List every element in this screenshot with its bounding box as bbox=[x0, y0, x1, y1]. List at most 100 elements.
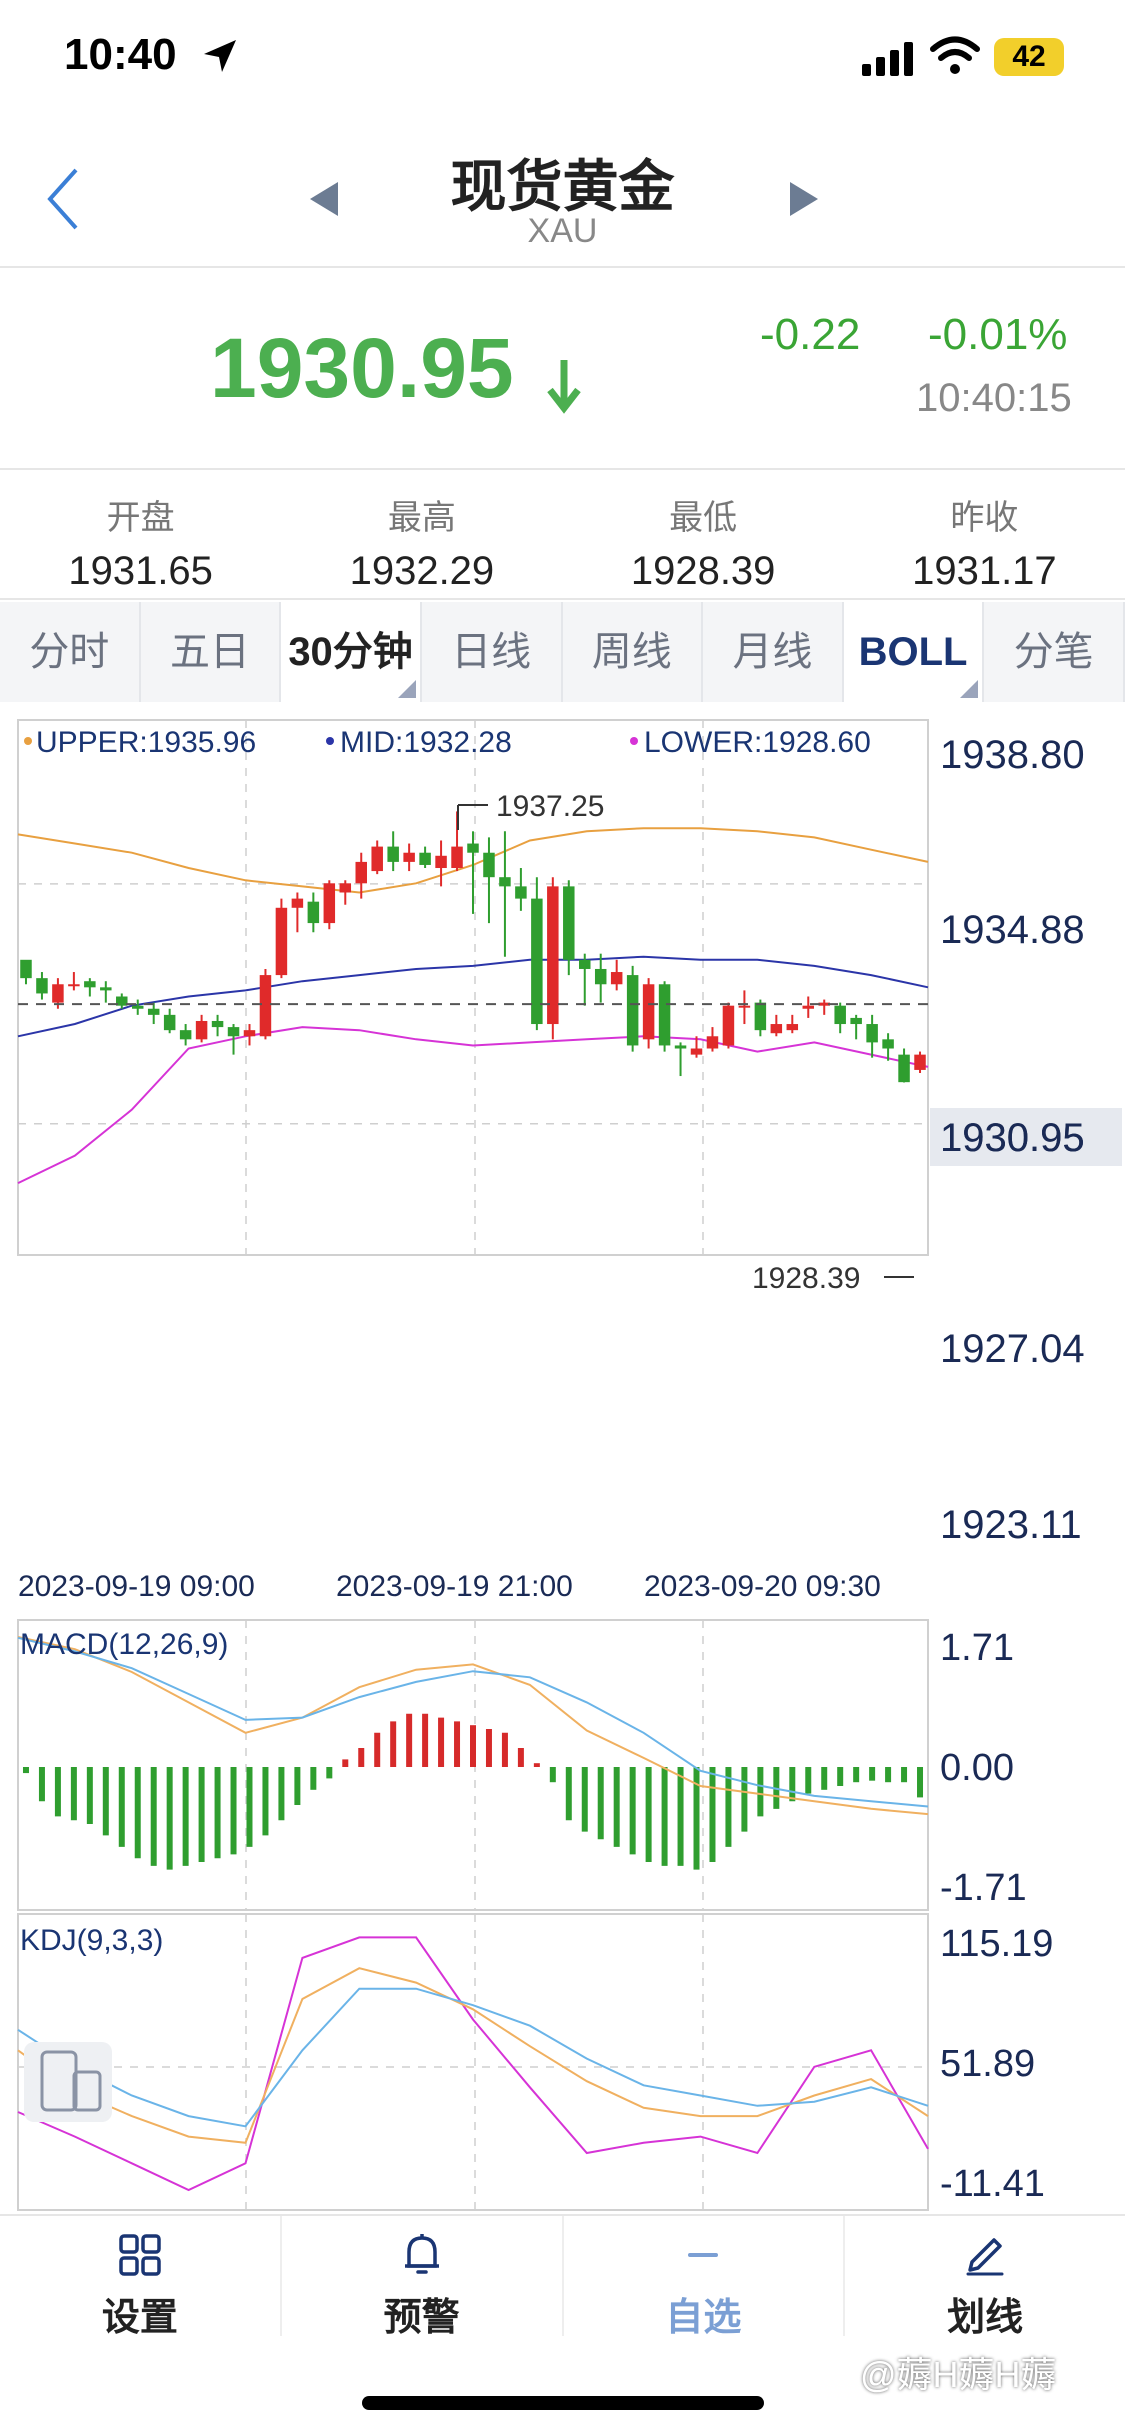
watermark: @薅H薅H薅 bbox=[860, 2354, 1057, 2395]
candle-body bbox=[866, 1024, 878, 1043]
candles bbox=[20, 811, 926, 1083]
low-label: 1928.39 bbox=[752, 1262, 860, 1295]
candle-body bbox=[834, 1005, 846, 1025]
candle-body bbox=[547, 886, 559, 1025]
next-item-icon[interactable] bbox=[790, 182, 818, 216]
kdj-grid bbox=[18, 1914, 928, 2210]
candle-body bbox=[690, 1048, 703, 1055]
page-subtitle: XAU bbox=[527, 212, 598, 250]
candle-body bbox=[882, 1039, 894, 1049]
candle-body bbox=[20, 959, 32, 979]
boll-mid-line bbox=[17, 955, 929, 1038]
header: 现货黄金 XAU bbox=[0, 120, 1125, 268]
candle-body bbox=[227, 1027, 240, 1037]
candle-body bbox=[642, 984, 655, 1040]
candle-body bbox=[738, 1005, 751, 1008]
boll-lower-line bbox=[17, 1026, 929, 1185]
price-change: -0.22 bbox=[760, 310, 861, 359]
legend-lower: LOWER:1928.60 bbox=[644, 726, 871, 759]
candle-body bbox=[626, 975, 639, 1046]
current-price-tag bbox=[930, 1108, 1122, 1166]
candle-body bbox=[610, 972, 623, 985]
tab-boll[interactable]: BOLL bbox=[843, 602, 985, 702]
settings-button[interactable]: 设置 bbox=[0, 2216, 282, 2339]
kdj-d-line bbox=[17, 1987, 929, 2128]
ohlc-prev-close: 昨收 1931.17 bbox=[844, 472, 1125, 598]
rotate-screen-icon[interactable] bbox=[24, 2042, 112, 2122]
candle-body bbox=[754, 1002, 767, 1031]
dropdown-corner-icon bbox=[960, 680, 979, 698]
alert-label: 预警 bbox=[383, 2297, 460, 2339]
candle-body bbox=[355, 861, 367, 884]
macd-chart bbox=[17, 1636, 929, 1870]
candle-body bbox=[451, 846, 463, 869]
y-tick-label: 1930.95 bbox=[940, 1116, 1085, 1160]
alert-button[interactable]: 预警 bbox=[282, 2216, 564, 2339]
tab-intraday[interactable]: 分时 bbox=[0, 602, 141, 702]
candle-body bbox=[52, 984, 64, 1003]
tab-monthly[interactable]: 月线 bbox=[703, 602, 844, 702]
x-tick-label: 2023-09-19 21:00 bbox=[336, 1570, 573, 1603]
candle-body bbox=[323, 883, 336, 924]
ohlc-value: 1928.39 bbox=[630, 549, 776, 593]
candle-body bbox=[802, 1005, 815, 1009]
current-price-tick: 1930.95 bbox=[940, 1116, 1085, 1160]
down-arrow-icon bbox=[547, 360, 581, 414]
candle-body bbox=[195, 1020, 208, 1040]
candle-body bbox=[163, 1014, 176, 1031]
candle-body bbox=[483, 852, 495, 878]
back-chevron-icon[interactable] bbox=[40, 164, 90, 234]
candle-body bbox=[291, 898, 304, 908]
ohlc-value: 1931.65 bbox=[68, 549, 213, 593]
candle-body bbox=[467, 843, 479, 853]
candle-body bbox=[850, 1017, 862, 1025]
candle-body bbox=[68, 984, 80, 987]
bell-icon bbox=[404, 2234, 439, 2274]
candle-body bbox=[36, 978, 48, 994]
x-tick-label: 2023-09-19 09:00 bbox=[18, 1570, 255, 1603]
ohlc-label: 昨收 bbox=[950, 499, 1019, 537]
y-tick-label: 51.89 bbox=[940, 2043, 1035, 2085]
candle-body bbox=[339, 883, 352, 893]
candle-body bbox=[818, 1002, 830, 1006]
candle-body bbox=[116, 996, 128, 1006]
cellular-signal-icon bbox=[862, 42, 913, 76]
tab-ticks[interactable]: 分笔 bbox=[984, 602, 1125, 702]
candle-body bbox=[706, 1036, 719, 1049]
candle-body bbox=[898, 1054, 910, 1083]
y-tick-label: -11.41 bbox=[940, 2163, 1045, 2205]
y-tick-label: 1.71 bbox=[940, 1627, 1014, 1669]
tab-daily[interactable]: 日线 bbox=[422, 602, 563, 702]
candle-body bbox=[499, 877, 511, 887]
minus-icon bbox=[688, 2253, 719, 2257]
watchlist-button[interactable]: 自选 bbox=[564, 2216, 846, 2339]
tab-weekly[interactable]: 周线 bbox=[563, 602, 704, 702]
tab-30-minute[interactable]: 30分钟 bbox=[281, 602, 422, 702]
y-tick-label: 1927.04 bbox=[940, 1327, 1085, 1371]
y-tick-label: 0.00 bbox=[940, 1747, 1014, 1789]
y-tick-label: 1923.11 bbox=[940, 1503, 1082, 1547]
y-tick-label: 1934.88 bbox=[940, 908, 1085, 952]
candle-body bbox=[435, 855, 447, 869]
draw-line-button[interactable]: 划线 bbox=[845, 2216, 1125, 2339]
candle-body bbox=[674, 1045, 687, 1049]
candle-body bbox=[403, 852, 415, 862]
candle-body bbox=[658, 984, 671, 1046]
ohlc-value: 1932.29 bbox=[349, 549, 495, 593]
wifi-icon bbox=[930, 36, 980, 74]
status-bar: 10:40 42 bbox=[0, 0, 1125, 120]
upper-legend-icon bbox=[24, 737, 32, 745]
kdj-k-line bbox=[17, 1967, 929, 2144]
candle-body bbox=[594, 968, 607, 985]
draw-line-label: 划线 bbox=[947, 2297, 1024, 2339]
home-indicator bbox=[362, 2396, 764, 2410]
previous-item-icon[interactable] bbox=[310, 182, 338, 216]
candle-body bbox=[579, 959, 591, 969]
kdj-chart bbox=[17, 1936, 929, 2192]
dropdown-corner-icon bbox=[397, 680, 416, 698]
chart-area[interactable]: UPPER:1935.96 MID:1932.28 LOWER:1928.60 … bbox=[0, 702, 1125, 2212]
bottom-toolbar: 设置 预警 自选 划线 bbox=[0, 2214, 1125, 2339]
kdj-frame bbox=[17, 1913, 929, 2211]
tab-five-day[interactable]: 五日 bbox=[141, 602, 282, 702]
kdj-title: KDJ(9,3,3) bbox=[20, 1924, 163, 1957]
